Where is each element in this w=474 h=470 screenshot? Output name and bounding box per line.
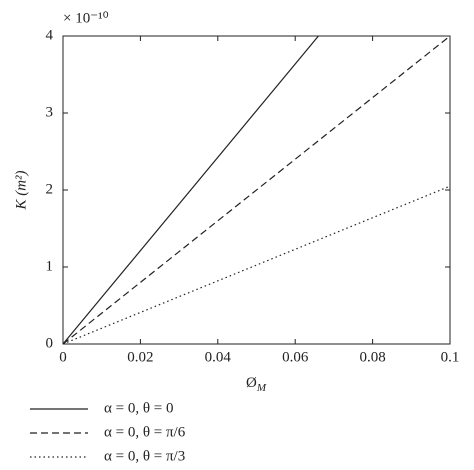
series-line <box>62 35 319 345</box>
legend-label: α = 0, θ = 0 <box>104 400 173 416</box>
x-axis-label: ØM <box>246 375 267 393</box>
x-tick-label: 0.04 <box>205 349 232 365</box>
y-tick-label: 4 <box>46 27 54 43</box>
legend-label: α = 0, θ = π/3 <box>104 448 185 464</box>
legend-label: α = 0, θ = π/6 <box>104 424 186 440</box>
y-tick-label: 3 <box>46 104 54 120</box>
x-tick-label: 0 <box>59 349 67 365</box>
x-tick-label: 0.06 <box>282 349 309 365</box>
x-tick-label: 0.1 <box>441 349 460 365</box>
axis-multiplier: × 10⁻¹⁰ <box>63 10 109 26</box>
y-tick-label: 2 <box>46 181 54 197</box>
x-label-sub: M <box>256 382 267 394</box>
y-axis-label: K (m²) <box>13 170 29 210</box>
series-line <box>62 35 451 345</box>
y-tick-label: 0 <box>46 335 54 351</box>
x-tick-label: 0.02 <box>127 349 153 365</box>
y-tick-label: 1 <box>46 258 54 274</box>
series-line <box>62 185 451 345</box>
x-tick-label: 0.08 <box>359 349 385 365</box>
x-label-main: Ø <box>246 375 257 391</box>
